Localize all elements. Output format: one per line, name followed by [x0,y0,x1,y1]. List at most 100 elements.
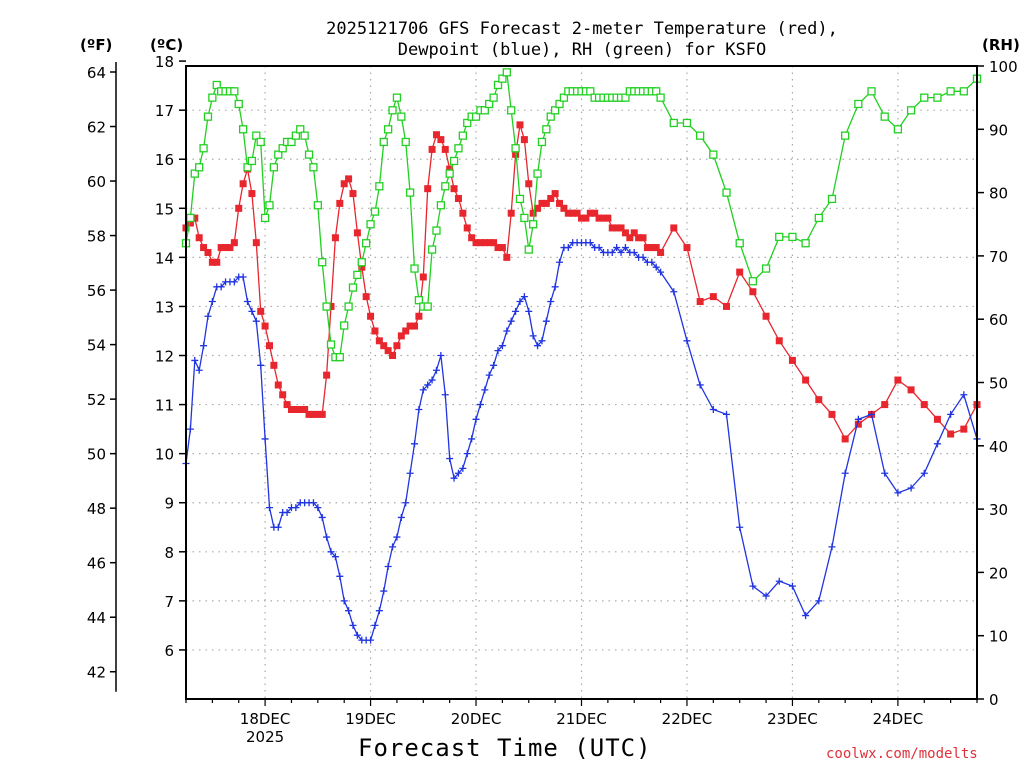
data-point [446,165,454,173]
data-point [441,391,449,399]
data-point [485,99,494,109]
data-point [392,93,402,102]
data-point [471,112,481,121]
data-point [498,342,506,350]
data-point [480,106,489,115]
data-point [252,131,261,140]
data-point [515,194,525,204]
x-axis-title: Forecast Time (UTC) [358,734,652,762]
data-point [323,533,331,541]
data-point [490,239,498,247]
data-point [441,182,450,191]
data-point [446,455,454,463]
data-point [670,224,678,232]
data-point [397,332,405,340]
data-point [186,213,195,223]
data-point [380,342,388,350]
data-point [775,337,783,345]
data-point [353,270,362,280]
data-point [292,405,300,413]
data-point [920,469,928,477]
data-point [204,312,212,320]
data-point [244,298,252,306]
data-point [586,87,595,96]
data-point [657,268,665,276]
data-point [621,93,630,102]
data-point [546,112,555,121]
data-point [379,137,388,147]
data-point [696,131,705,140]
data-point [406,322,414,330]
data-point [203,112,213,121]
data-point [723,410,731,418]
data-point [802,612,810,620]
data-point [261,322,269,330]
data-point [367,312,375,320]
data-point [410,264,419,273]
credit-link[interactable]: coolwx.com/modelts [826,746,978,762]
data-point [468,435,476,443]
celsius-tick-label: 7 [164,593,174,611]
data-point [481,239,489,247]
data-point [235,204,243,212]
data-point [648,244,656,252]
data-point [748,277,758,286]
data-point [432,131,440,139]
x-tick-label: 22DEC [662,710,713,728]
data-point [345,607,353,615]
data-point [230,239,238,247]
data-point [362,293,370,301]
data-point [357,258,366,267]
data-point [252,317,260,325]
data-point [507,106,516,115]
data-point [406,469,414,477]
data-point [191,356,199,364]
data-point [578,214,585,222]
fahrenheit-tick-label: 58 [87,228,106,246]
data-point [635,234,643,242]
data-point [384,347,392,355]
data-point [933,415,941,423]
data-point [542,125,551,134]
data-point [304,150,314,159]
data-point [881,401,889,409]
data-point [278,144,287,153]
data-point [493,80,503,90]
data-point [595,214,603,222]
data-point [432,366,440,374]
data-point [204,248,212,256]
data-point [186,425,194,433]
data-point [344,302,353,311]
data-point [599,214,607,222]
data-point [947,410,955,418]
data-point [656,93,665,102]
data-point [230,87,239,96]
data-point [608,224,616,232]
data-point [827,194,837,204]
data-point [283,509,291,517]
celsius-tick-label: 15 [155,200,174,218]
data-point [454,144,463,153]
data-point [463,450,471,458]
data-point [815,597,823,605]
data-point [946,87,955,96]
data-point [375,607,383,615]
data-point [397,513,405,521]
series-layer [181,68,982,644]
data-point [331,553,339,561]
data-point [296,125,305,134]
rh-axis: 0 10 20 30 40 50 60 70 80 90 100 [977,58,1018,709]
data-point [556,258,564,266]
data-point [775,577,783,585]
data-point [291,131,301,140]
data-point [336,199,344,207]
data-point [525,307,533,315]
x-tick-label: 21DEC [556,710,607,728]
plot-frame [185,65,978,700]
data-point [854,420,862,428]
data-point [331,234,339,242]
data-point [287,405,295,413]
data-point [652,244,660,252]
data-point [736,523,744,531]
